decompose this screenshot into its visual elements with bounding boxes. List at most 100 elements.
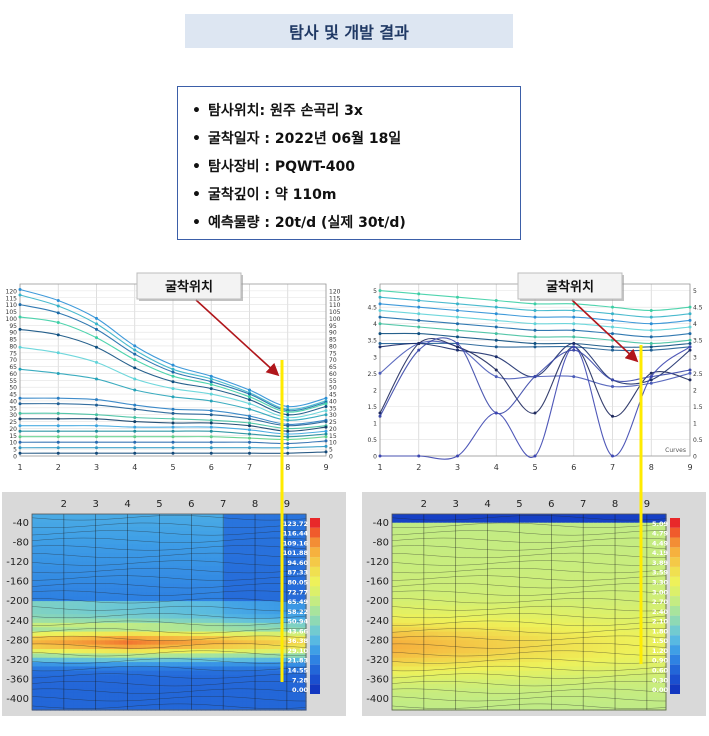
- heatmap-cell: [100, 579, 106, 585]
- heatmap-cell: [455, 574, 462, 580]
- heatmap-cell: [565, 627, 571, 633]
- heatmap-cell: [73, 570, 79, 576]
- heatmap-cell: [118, 662, 124, 668]
- heatmap-cell: [538, 544, 544, 550]
- heatmap-cell: [255, 548, 261, 554]
- heatmap-cell: [624, 531, 631, 537]
- heatmap-cell: [159, 618, 166, 624]
- heatmap-cell: [50, 514, 56, 519]
- heatmap-cell: [105, 540, 111, 546]
- heatmap-cell: [164, 705, 170, 711]
- colorbar-swatch: [310, 654, 320, 665]
- heatmap-cell: [465, 618, 471, 624]
- heatmap-cell: [109, 583, 115, 589]
- heatmap-cell: [77, 640, 83, 646]
- data-point: [133, 440, 137, 444]
- heatmap-cell: [274, 631, 280, 637]
- heatmap-cell: [396, 557, 402, 563]
- heatmap-cell: [588, 592, 594, 598]
- heatmap-cell: [137, 574, 143, 580]
- heatmap-cell: [196, 631, 202, 637]
- heatmap-cell: [45, 540, 51, 546]
- heatmap-cell: [446, 566, 452, 572]
- heatmap-cell: [155, 544, 161, 550]
- heatmap-cell: [392, 527, 398, 533]
- heatmap-cell: [465, 522, 471, 528]
- heatmap-cell: [442, 631, 448, 637]
- heatmap-cell: [301, 527, 307, 533]
- data-point: [456, 335, 459, 339]
- heatmap-cell: [232, 548, 239, 554]
- heatmap-cell: [570, 561, 576, 567]
- heatmap-cell: [251, 518, 257, 524]
- heatmap-cell: [624, 592, 631, 598]
- heatmap-cell: [283, 701, 289, 707]
- heatmap-cell: [150, 544, 156, 550]
- heatmap-cell: [497, 557, 503, 563]
- heatmap-cell: [187, 705, 193, 711]
- heatmap-cell: [465, 635, 471, 641]
- heatmap-cell: [565, 557, 571, 563]
- heatmap-cell: [114, 657, 120, 663]
- heatmap-cell: [460, 570, 466, 576]
- data-point: [324, 435, 328, 439]
- data-point: [611, 454, 614, 458]
- heatmap-cell: [292, 514, 298, 519]
- heatmap-cell: [296, 666, 303, 672]
- heatmap-cell: [100, 557, 106, 563]
- heatmap-cell: [178, 570, 184, 576]
- heatmap-cell: [547, 527, 553, 533]
- heatmap-cell: [237, 618, 243, 624]
- heatmap-cell: [182, 657, 188, 663]
- heatmap-cell: [191, 692, 197, 698]
- heatmap-cell: [210, 653, 216, 659]
- heatmap-cell: [410, 540, 416, 546]
- heatmap-cell: [210, 688, 216, 694]
- heatmap-cell: [592, 609, 599, 615]
- colorbar-swatch: [310, 635, 320, 646]
- heatmap-cell: [246, 675, 252, 681]
- heatmap-cell: [392, 631, 398, 637]
- heatmap-cell: [73, 683, 79, 689]
- heatmap-cell: [232, 644, 239, 650]
- heatmap-cell: [551, 627, 557, 633]
- data-point: [286, 410, 290, 414]
- data-point: [494, 345, 498, 349]
- heatmap-cell: [292, 696, 298, 702]
- heatmap-cell: [560, 540, 567, 546]
- heatmap-cell: [205, 679, 211, 685]
- heatmap-cell: [556, 514, 562, 519]
- data-point: [456, 308, 459, 312]
- heatmap-cell: [283, 514, 289, 519]
- heatmap-cell: [155, 640, 161, 646]
- heatmap-cell: [205, 675, 211, 681]
- heatmap-cell: [95, 588, 102, 593]
- heatmap-cell: [542, 583, 548, 589]
- heatmap-cell: [86, 622, 92, 628]
- heatmap-cell: [232, 540, 239, 546]
- heatmap-cell: [214, 596, 220, 602]
- heatmap-cell: [579, 631, 585, 637]
- tick-label: 8: [252, 499, 258, 510]
- heatmap-cell: [146, 679, 152, 685]
- heatmap-cell: [487, 588, 494, 593]
- heatmap-cell: [137, 644, 143, 650]
- data-point: [248, 440, 251, 444]
- heatmap-cell: [114, 518, 120, 524]
- data-point: [649, 345, 653, 349]
- heatmap-cell: [506, 574, 512, 580]
- heatmap-cell: [155, 561, 161, 567]
- heatmap-cell: [597, 518, 603, 524]
- heatmap-cell: [446, 514, 452, 519]
- heatmap-cell: [620, 631, 626, 637]
- heatmap-cell: [223, 692, 229, 698]
- heatmap-cell: [574, 561, 580, 567]
- heatmap-cell: [533, 579, 539, 585]
- heatmap-cell: [82, 601, 88, 607]
- heatmap-cell: [260, 540, 266, 546]
- heatmap-cell: [296, 544, 303, 550]
- heatmap-cell: [132, 583, 138, 589]
- heatmap-cell: [223, 670, 229, 676]
- heatmap-cell: [82, 649, 88, 654]
- contour-line: [31, 545, 307, 551]
